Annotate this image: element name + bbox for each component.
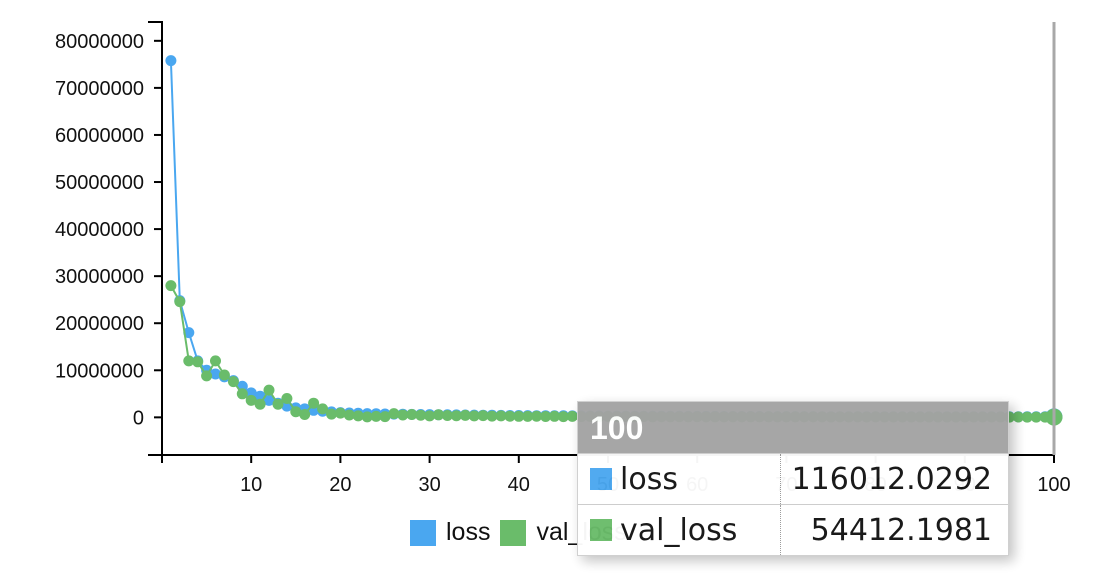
data-point[interactable] bbox=[504, 410, 516, 422]
tooltip: 100 loss 116012.0292 val_loss 54412.1981 bbox=[577, 401, 1009, 556]
x-tick-label: 30 bbox=[418, 474, 440, 496]
data-point[interactable] bbox=[379, 411, 391, 423]
data-point[interactable] bbox=[236, 388, 248, 400]
data-point[interactable] bbox=[1021, 411, 1033, 423]
data-point[interactable] bbox=[415, 409, 427, 421]
data-point[interactable] bbox=[1012, 411, 1024, 423]
data-point[interactable] bbox=[308, 397, 320, 409]
series-layer bbox=[165, 55, 1063, 426]
data-point[interactable] bbox=[343, 409, 355, 421]
data-point[interactable] bbox=[192, 356, 204, 368]
legend-swatch-val-loss bbox=[500, 519, 527, 546]
y-tick-label: 40000000 bbox=[55, 219, 144, 241]
data-point[interactable] bbox=[245, 394, 257, 406]
data-point[interactable] bbox=[183, 355, 195, 367]
legend-label-loss: loss bbox=[446, 518, 491, 546]
data-point[interactable] bbox=[424, 410, 436, 422]
data-point[interactable] bbox=[450, 410, 462, 422]
data-point[interactable] bbox=[486, 410, 498, 422]
data-point[interactable] bbox=[540, 411, 552, 422]
data-point[interactable] bbox=[326, 408, 337, 420]
data-point[interactable] bbox=[165, 280, 177, 292]
data-point[interactable] bbox=[370, 410, 382, 422]
y-tick-label: 60000000 bbox=[55, 125, 144, 147]
data-point[interactable] bbox=[334, 407, 346, 419]
y-tick-label: 50000000 bbox=[55, 172, 144, 194]
tooltip-value-loss: 116012.0292 bbox=[791, 462, 992, 497]
x-tick-label: 100 bbox=[1037, 474, 1070, 496]
tooltip-swatch-val-loss bbox=[590, 519, 612, 541]
series-line-val-loss bbox=[170, 285, 1054, 419]
data-point[interactable] bbox=[165, 55, 177, 67]
series-loss bbox=[165, 55, 1063, 426]
y-tick-label: 70000000 bbox=[55, 78, 144, 100]
y-tick-label: 30000000 bbox=[55, 266, 144, 288]
series-line-loss bbox=[169, 60, 1054, 418]
data-point[interactable] bbox=[174, 296, 186, 308]
data-point[interactable] bbox=[522, 410, 534, 422]
tooltip-swatch-loss bbox=[590, 468, 612, 490]
tooltip-label-val-loss: val_loss bbox=[620, 512, 738, 548]
data-point[interactable] bbox=[272, 398, 284, 410]
tooltip-row-loss: loss 116012.0292 bbox=[578, 453, 1008, 504]
y-tick-label: 10000000 bbox=[55, 360, 144, 382]
data-point[interactable] bbox=[361, 411, 373, 423]
legend-swatch-loss bbox=[410, 519, 436, 546]
x-tick-label: 10 bbox=[240, 474, 262, 496]
data-point[interactable] bbox=[513, 410, 525, 422]
data-point[interactable] bbox=[210, 355, 221, 367]
data-point[interactable] bbox=[227, 376, 239, 388]
data-point[interactable] bbox=[263, 394, 275, 406]
data-point[interactable] bbox=[281, 393, 293, 404]
x-tick-label: 40 bbox=[508, 474, 530, 496]
data-point[interactable] bbox=[290, 406, 302, 418]
data-point[interactable] bbox=[433, 409, 444, 421]
data-point[interactable] bbox=[254, 398, 266, 410]
tooltip-title: 100 bbox=[578, 402, 1008, 453]
tooltip-row-val-loss: val_loss 54412.1981 bbox=[578, 504, 1008, 555]
data-point[interactable] bbox=[218, 369, 230, 381]
data-point[interactable] bbox=[201, 370, 213, 382]
y-tick-label: 80000000 bbox=[55, 31, 144, 53]
data-point[interactable] bbox=[549, 410, 560, 422]
data-point[interactable] bbox=[495, 410, 507, 422]
data-point[interactable] bbox=[477, 410, 489, 422]
data-point[interactable] bbox=[1030, 411, 1042, 423]
data-point[interactable] bbox=[441, 410, 453, 421]
data-point[interactable] bbox=[531, 410, 543, 422]
data-point[interactable] bbox=[557, 411, 569, 423]
tooltip-label-loss: loss bbox=[620, 461, 678, 497]
y-tick-label: 0 bbox=[133, 407, 144, 429]
data-point[interactable] bbox=[299, 409, 311, 420]
y-tick-label: 20000000 bbox=[55, 313, 144, 335]
legend-item-loss[interactable]: loss bbox=[410, 518, 490, 547]
data-point[interactable] bbox=[397, 409, 409, 421]
tooltip-value-val-loss: 54412.1981 bbox=[810, 513, 992, 548]
data-point[interactable] bbox=[352, 410, 364, 422]
data-point[interactable] bbox=[459, 409, 471, 421]
data-point[interactable] bbox=[317, 403, 329, 415]
data-point[interactable] bbox=[183, 327, 195, 339]
data-point[interactable] bbox=[468, 410, 480, 422]
x-tick-label: 20 bbox=[329, 474, 351, 496]
data-point[interactable] bbox=[406, 409, 418, 420]
data-point[interactable] bbox=[566, 410, 578, 422]
data-point[interactable] bbox=[388, 408, 400, 420]
data-point[interactable] bbox=[263, 384, 275, 396]
y-axis bbox=[148, 21, 163, 456]
data-point[interactable] bbox=[210, 368, 221, 380]
